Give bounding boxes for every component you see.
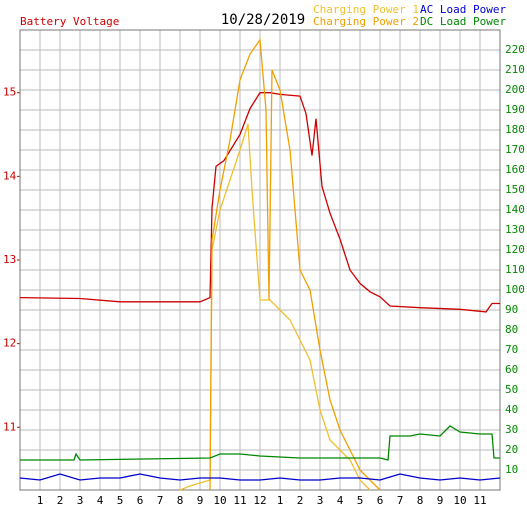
- y2-tick-label: 110: [505, 263, 525, 276]
- y2-tick-label: 30: [505, 423, 518, 436]
- legend-entry: Charging Power 2: [313, 15, 419, 28]
- x-tick-label: 7: [397, 494, 404, 507]
- y2-tick-label: 140: [505, 203, 525, 216]
- series-line: [179, 123, 371, 491]
- y-tick-label: 14: [3, 169, 17, 182]
- y2-tick-label: 100: [505, 283, 525, 296]
- x-tick-label: 4: [337, 494, 344, 507]
- x-tick-label: 8: [177, 494, 184, 507]
- y2-tick-label: 20: [505, 443, 518, 456]
- y-tick-label: 15: [3, 86, 16, 99]
- x-tick-label: 10: [453, 494, 466, 507]
- x-tick-label: 3: [77, 494, 84, 507]
- chart-title: 10/28/2019: [221, 12, 305, 28]
- x-tick-label: 4: [97, 494, 104, 507]
- y2-tick-label: 60: [505, 363, 518, 376]
- y2-tick-label: 90: [505, 303, 518, 316]
- x-tick-label: 6: [137, 494, 144, 507]
- x-tick-label: 5: [357, 494, 364, 507]
- x-tick-label: 6: [377, 494, 384, 507]
- y2-tick-label: 10: [505, 463, 518, 476]
- series-line: [209, 38, 381, 491]
- x-tick-label: 10: [213, 494, 226, 507]
- y2-tick-label: 130: [505, 223, 525, 236]
- x-tick-label: 9: [437, 494, 444, 507]
- y2-tick-label: 220: [505, 43, 525, 56]
- y2-tick-label: 160: [505, 163, 525, 176]
- y-tick-label: 11: [3, 420, 16, 433]
- x-tick-label: 11: [233, 494, 246, 507]
- y2-tick-label: 70: [505, 343, 518, 356]
- y-axis-label: Battery Voltage: [20, 15, 119, 28]
- plot-border: [19, 29, 501, 491]
- y-tick-label: 13: [3, 253, 16, 266]
- x-tick-label: 3: [317, 494, 324, 507]
- y2-tick-label: 170: [505, 143, 525, 156]
- legend-entry: DC Load Power: [420, 15, 506, 28]
- x-tick-label: 7: [157, 494, 164, 507]
- y2-tick-label: 40: [505, 403, 518, 416]
- x-tick-label: 1: [277, 494, 284, 507]
- legend-entry: Charging Power 1: [313, 3, 419, 16]
- y2-tick-label: 80: [505, 323, 518, 336]
- x-tick-label: 11: [473, 494, 486, 507]
- x-tick-label: 2: [57, 494, 64, 507]
- legend-entry: AC Load Power: [420, 3, 506, 16]
- x-tick-label: 1: [37, 494, 44, 507]
- series-line: [19, 473, 501, 481]
- series-line: [20, 425, 500, 461]
- y2-tick-label: 120: [505, 243, 525, 256]
- series-line: [19, 92, 500, 313]
- x-tick-label: 5: [117, 494, 124, 507]
- x-tick-label: 2: [297, 494, 304, 507]
- x-tick-label: 8: [417, 494, 424, 507]
- y2-tick-label: 180: [505, 123, 525, 136]
- x-tick-label: 9: [197, 494, 204, 507]
- y2-tick-label: 150: [505, 183, 525, 196]
- y2-tick-label: 50: [505, 383, 518, 396]
- y2-tick-label: 210: [505, 63, 525, 76]
- y2-tick-label: 200: [505, 83, 525, 96]
- x-tick-label: 12: [253, 494, 266, 507]
- y2-tick-label: 190: [505, 103, 525, 116]
- y-tick-label: 12: [3, 337, 16, 350]
